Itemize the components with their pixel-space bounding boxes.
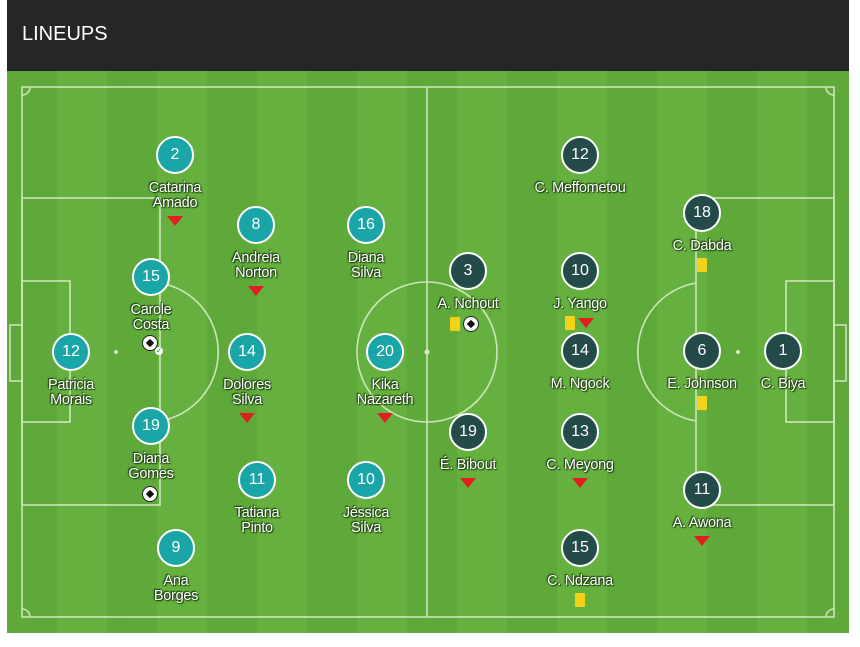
player-number-badge: 15 [132, 258, 170, 296]
player-name: C. Dabda [672, 238, 732, 254]
player-number-badge: 18 [683, 194, 721, 232]
player-number-badge: 10 [347, 461, 385, 499]
player-number-badge: 10 [561, 252, 599, 290]
player-name: C. Meffometou [534, 180, 626, 196]
football-pitch: 12 Patricia Morais 2 Catarina Amado 15 Car… [7, 71, 849, 633]
substitution-icon [239, 413, 255, 423]
substitution-icon [694, 536, 710, 546]
player-name: C. Ndzana [547, 573, 613, 589]
substitution-icon [248, 286, 264, 296]
player-name: J. Yango [553, 296, 607, 312]
yellow-card-icon [697, 258, 707, 272]
player-name: C. Biya [760, 376, 806, 392]
player-number-badge: 16 [347, 206, 385, 244]
player-name: Patricia Morais [48, 377, 94, 408]
player-number-badge: 6 [683, 332, 721, 370]
substitution-icon [572, 478, 588, 488]
player-number-badge: 12 [561, 136, 599, 174]
lineups-header: LINEUPS [7, 0, 849, 71]
player-name: Diana Gomes [128, 451, 174, 482]
player-name: Dolores Silva [223, 377, 271, 408]
pitch-markings [9, 86, 847, 618]
player-name: Catarina Amado [148, 180, 202, 211]
player-number-badge: 9 [157, 529, 195, 567]
goal-ball-icon [463, 316, 479, 332]
player-name: A. Nchout [437, 296, 499, 312]
yellow-card-icon [450, 317, 460, 331]
substitution-icon [377, 413, 393, 423]
player-name: E. Johnson [667, 376, 737, 392]
player-number-badge: 11 [683, 471, 721, 509]
player-name: Diana Silva [347, 250, 385, 281]
player-name: Kika Nazareth [356, 377, 414, 408]
player-name: Jéssica Silva [342, 505, 390, 536]
player-name: Andreia Norton [232, 250, 280, 281]
player-number-badge: 8 [237, 206, 275, 244]
player-number-badge: 12 [52, 333, 90, 371]
player-name: C. Meyong [546, 457, 614, 473]
player-number-badge: 1 [764, 332, 802, 370]
check-icon: ✓ [155, 346, 163, 355]
player-name: A. Awona [672, 515, 732, 531]
player-number-badge: 14 [561, 332, 599, 370]
player-name: Tatiana Pinto [234, 505, 280, 536]
substitution-icon [167, 216, 183, 226]
yellow-card-icon [565, 316, 575, 330]
player-name: M. Ngock [550, 376, 610, 392]
player-name: Carole Costa [130, 302, 172, 333]
substitution-icon [578, 318, 594, 328]
header-title: LINEUPS [22, 23, 108, 45]
substitution-icon [460, 478, 476, 488]
player-name: Ana Borges [153, 573, 199, 604]
player-number-badge: 13 [561, 413, 599, 451]
player-number-badge: 2 [156, 136, 194, 174]
player-number-badge: 11 [238, 461, 276, 499]
yellow-card-icon [697, 396, 707, 410]
yellow-card-icon [575, 593, 585, 607]
player-number-badge: 19 [449, 413, 487, 451]
player-number-badge: 20 [366, 333, 404, 371]
goal-ball-icon [142, 335, 158, 351]
player-number-badge: 14 [228, 333, 266, 371]
player-number-badge: 15 [561, 529, 599, 567]
player-number-badge: 19 [132, 407, 170, 445]
player-name: É. Bibout [439, 457, 497, 473]
goal-ball-icon [142, 486, 158, 502]
player-number-badge: 3 [449, 252, 487, 290]
